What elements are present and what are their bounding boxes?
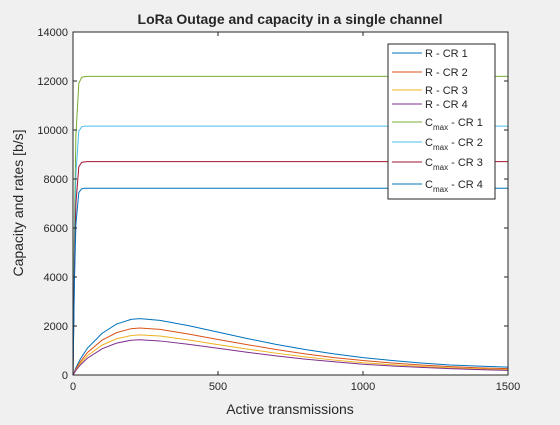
series-line-1 [72, 318, 509, 376]
legend-label-3: R - CR 3 [425, 85, 468, 97]
y-tick-label: 14000 [37, 27, 68, 39]
x-tick-label: 1500 [496, 381, 520, 393]
legend-label-5: Cmax - CR 1 [425, 117, 483, 132]
axes-group [72, 31, 509, 376]
x-axis-label: Active transmissions [226, 401, 354, 417]
legend-label-7: Cmax - CR 3 [425, 157, 483, 172]
series-line-2 [72, 327, 509, 376]
legend-label-1: R - CR 1 [425, 48, 468, 60]
legend-label-8: Cmax - CR 4 [425, 179, 483, 194]
x-tick-label: 1000 [351, 381, 375, 393]
y-tick-label: 8000 [44, 174, 68, 186]
ticks-group: 0 500 1000 1500 0 2000 4000 6000 8000 10000 12000 1… [37, 27, 520, 393]
series-line-3 [72, 334, 509, 376]
chart-title: LoRa Outage and capacity in a single cha… [138, 11, 443, 27]
legend-label-6: Cmax - CR 2 [425, 137, 483, 152]
legend-label-2: R - CR 2 [425, 67, 468, 79]
series-line-8 [72, 187, 508, 376]
x-tick-label: 0 [70, 381, 76, 393]
y-tick-label: 10000 [37, 125, 68, 137]
y-tick-label: 2000 [44, 321, 68, 333]
legend-label-4: R - CR 4 [425, 99, 468, 111]
y-tick-label: 12000 [37, 76, 68, 88]
y-tick-label: 6000 [44, 223, 68, 235]
axes-box [72, 31, 509, 376]
series-group [72, 75, 509, 376]
x-tick-label: 500 [209, 381, 227, 393]
y-axis-label: Capacity and rates [b/s] [10, 129, 26, 276]
series-line-4 [72, 339, 509, 376]
y-tick-label: 4000 [44, 272, 68, 284]
y-tick-label: 0 [62, 370, 68, 382]
legend: R - CR 1 R - CR 2 R - CR 3 R - CR 4 Cmax - C… [387, 43, 496, 200]
